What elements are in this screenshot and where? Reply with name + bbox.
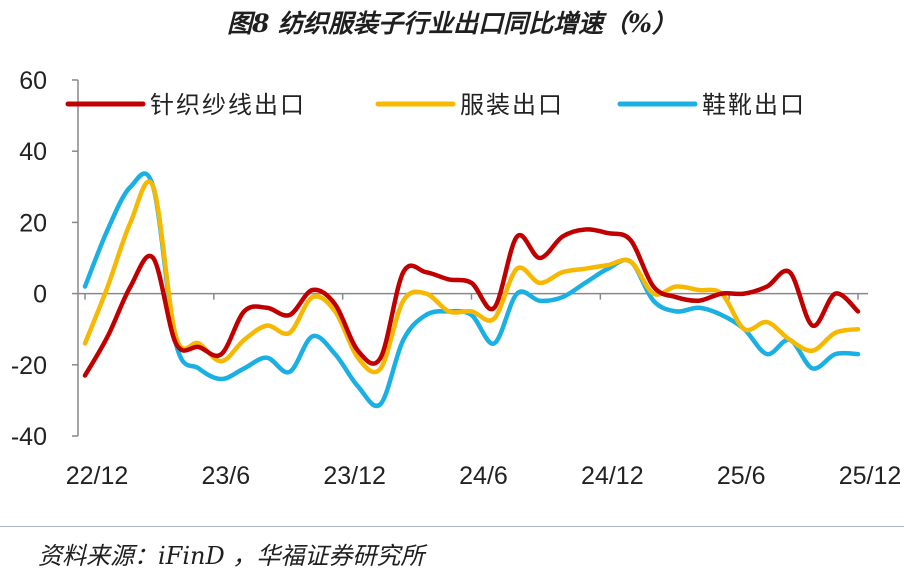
x-tick-label: 23/12 <box>323 462 386 490</box>
y-tick-label: 60 <box>19 67 47 95</box>
legend-label: 鞋靴出口 <box>702 92 806 119</box>
x-tick-label: 22/12 <box>66 462 129 490</box>
series-line-2 <box>82 179 861 375</box>
y-tick-label: 0 <box>33 281 47 309</box>
x-tick-label: 24/12 <box>581 462 644 490</box>
y-tick-label: -40 <box>11 423 47 451</box>
series-lines <box>82 171 861 409</box>
legend-label: 针织纱线出口 <box>150 92 306 119</box>
chart-legend: 针织纱线出口 服装出口 鞋靴出口 <box>65 92 806 119</box>
divider <box>0 526 904 527</box>
y-tick-label: 20 <box>19 209 47 237</box>
x-tick-label: 23/6 <box>201 462 250 490</box>
x-tick-label: 25/12 <box>839 462 902 490</box>
chart-axes: 60 40 20 0 -20 -40 22/12 23/6 23/12 24/6 24/12 25/6… <box>11 67 901 490</box>
x-tick-label: 25/6 <box>717 462 766 490</box>
line-chart: 60 40 20 0 -20 -40 22/12 23/6 23/12 24/6 24/12 25/6… <box>11 67 901 490</box>
x-tick-label: 24/6 <box>459 462 508 490</box>
y-tick-label: 40 <box>19 138 47 166</box>
chart-title: 图8 纺织服装子行业出口同比增速（%） <box>227 9 677 38</box>
series-line-1 <box>82 227 861 378</box>
source-note: 资料来源：iFinD ，华福证券研究所 <box>38 542 425 570</box>
y-tick-label: -20 <box>11 352 47 380</box>
legend-label: 服装出口 <box>460 92 564 119</box>
series-line-3 <box>82 171 861 409</box>
